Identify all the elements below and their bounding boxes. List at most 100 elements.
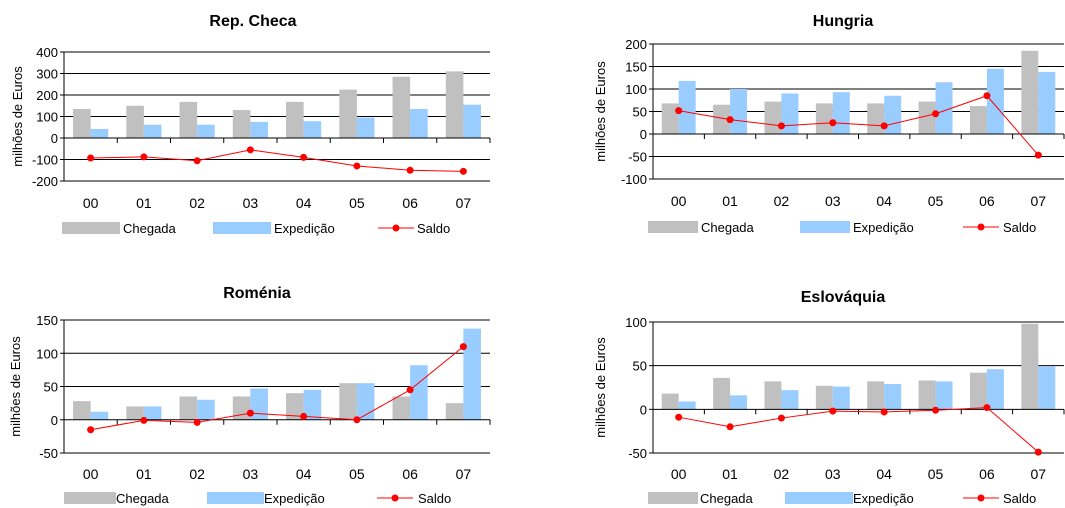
legend-swatch <box>62 222 120 234</box>
legend-label: Saldo <box>1003 491 1036 506</box>
y-tick-label: -50 <box>628 446 647 461</box>
bar-expedio <box>678 401 696 410</box>
y-tick-label: 50 <box>633 359 647 374</box>
bar-chegada <box>764 101 782 134</box>
legend-swatch <box>64 492 116 504</box>
saldo-point <box>983 404 991 412</box>
y-tick-label: -100 <box>32 153 58 168</box>
bar-chegada <box>1021 323 1039 410</box>
saldo-point <box>726 116 734 124</box>
legend-label: Chegada <box>116 491 170 506</box>
bar-chegada <box>392 396 411 420</box>
bar-expedio <box>356 117 375 138</box>
legend-label: Expedição <box>274 221 335 236</box>
x-tick-label: 06 <box>979 193 995 209</box>
x-tick-label: 03 <box>243 195 259 211</box>
saldo-point <box>459 167 467 175</box>
bar-chegada <box>392 76 411 138</box>
legend-swatch <box>213 222 271 234</box>
y-tick-label: 50 <box>633 105 647 120</box>
y-tick-label: -100 <box>621 172 647 187</box>
bar-chegada <box>815 103 833 134</box>
bar-chegada <box>969 106 987 134</box>
bar-chegada <box>179 396 198 420</box>
saldo-point <box>87 426 95 434</box>
x-tick-label: 01 <box>722 466 738 482</box>
saldo-point <box>353 162 361 170</box>
bar-expedio <box>463 104 481 138</box>
bar-expedio <box>197 124 215 138</box>
bar-chegada <box>339 383 357 420</box>
bar-chegada <box>73 108 91 138</box>
chart-title: Hungria <box>813 13 874 30</box>
y-tick-label: -50 <box>628 150 647 165</box>
y-tick-label: 0 <box>640 402 647 417</box>
legend-label: Saldo <box>418 491 451 506</box>
y-tick-label: 400 <box>36 45 58 60</box>
x-tick-label: 02 <box>774 466 790 482</box>
saldo-point <box>406 166 414 174</box>
bar-chegada <box>179 101 198 138</box>
bar-expedio <box>935 381 953 410</box>
x-tick-label: 00 <box>83 466 99 482</box>
legend-swatch <box>800 221 850 233</box>
bar-chegada <box>764 381 782 410</box>
chart-title: Rep. Checa <box>209 13 296 30</box>
bar-expedio <box>884 384 902 410</box>
legend-swatch <box>648 492 698 504</box>
x-tick-label: 05 <box>349 466 365 482</box>
saldo-point <box>1034 151 1042 159</box>
x-tick-label: 05 <box>349 195 365 211</box>
saldo-point <box>1034 448 1042 456</box>
x-tick-label: 07 <box>1031 466 1047 482</box>
saldo-point <box>246 409 254 417</box>
bar-chegada <box>339 89 357 138</box>
x-tick-label: 01 <box>136 466 152 482</box>
x-tick-label: 05 <box>928 193 944 209</box>
saldo-point <box>880 408 888 416</box>
y-tick-label: 150 <box>625 60 647 75</box>
bar-expedio <box>356 383 375 420</box>
legend-label: Chegada <box>701 220 755 235</box>
bar-expedio <box>730 395 748 410</box>
saldo-point <box>880 122 888 130</box>
bar-chegada <box>918 380 936 410</box>
y-tick-label: 100 <box>625 82 647 97</box>
y-tick-label: 100 <box>36 346 58 361</box>
legend-swatch <box>648 221 698 233</box>
saldo-point <box>406 386 414 394</box>
saldo-line <box>90 149 464 172</box>
bar-expedio <box>781 93 799 134</box>
chart-title: Eslováquia <box>801 289 886 306</box>
y-axis-label: milhões de Euros <box>10 66 25 167</box>
x-tick-label: 04 <box>296 195 312 211</box>
bar-expedio <box>1038 71 1056 134</box>
y-axis-label: milhões de Euros <box>8 336 23 437</box>
y-tick-label: -200 <box>32 174 58 189</box>
bar-expedio <box>678 80 696 134</box>
x-tick-label: 05 <box>928 466 944 482</box>
saldo-point <box>777 414 785 422</box>
legend-label: Saldo <box>417 221 450 236</box>
saldo-point <box>140 153 148 161</box>
bar-expedio <box>410 365 428 420</box>
x-tick-label: 06 <box>402 466 418 482</box>
saldo-point <box>983 92 991 100</box>
legend-label: Chegada <box>123 221 177 236</box>
x-tick-label: 03 <box>825 466 841 482</box>
legend-marker <box>392 224 400 232</box>
x-tick-label: 00 <box>83 195 99 211</box>
bar-expedio <box>832 386 850 410</box>
bar-expedio <box>730 89 748 134</box>
bar-expedio <box>935 82 953 134</box>
y-tick-label: 150 <box>36 313 58 328</box>
saldo-point <box>246 146 254 154</box>
bar-chegada <box>445 403 464 420</box>
bar-chegada <box>867 381 885 410</box>
saldo-point <box>87 154 95 162</box>
saldo-line <box>678 407 1039 453</box>
legend-marker <box>391 494 399 502</box>
y-tick-label: -50 <box>39 446 58 461</box>
